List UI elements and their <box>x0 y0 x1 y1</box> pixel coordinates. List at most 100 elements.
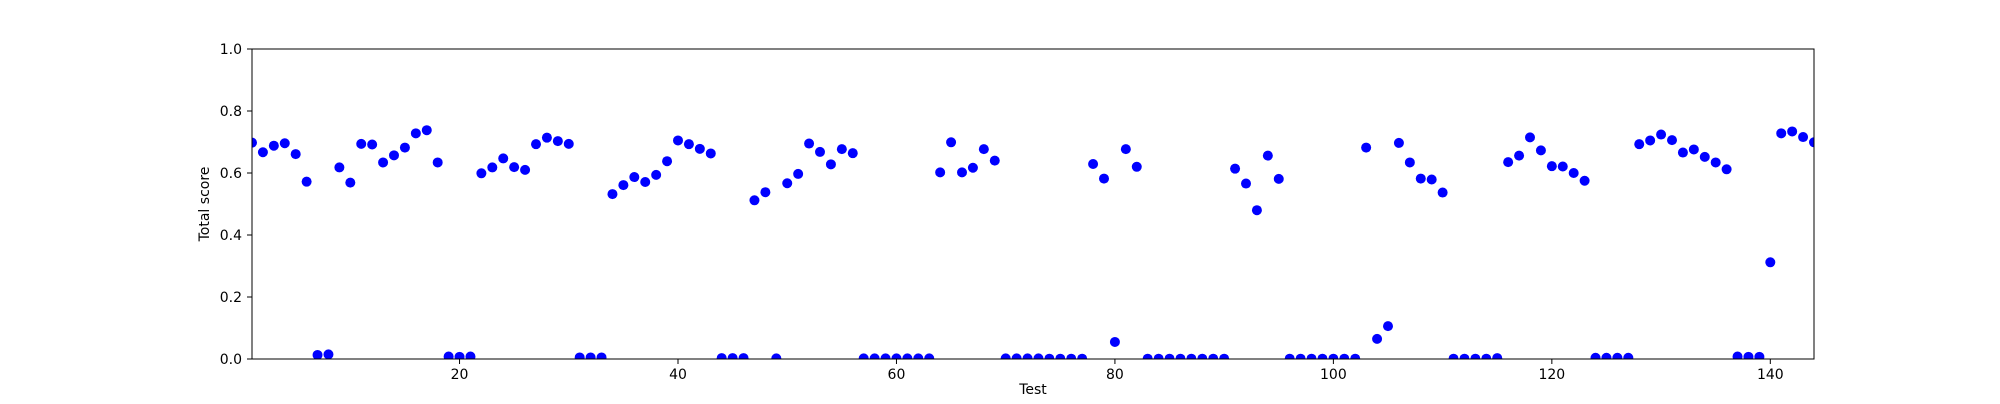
data-point <box>1000 353 1011 359</box>
data-point <box>629 172 640 183</box>
data-point <box>1251 205 1262 216</box>
data-point <box>662 156 673 167</box>
data-point <box>290 149 301 160</box>
data-point <box>836 144 847 155</box>
data-point <box>443 351 454 359</box>
data-point <box>1328 353 1339 359</box>
data-point <box>1503 157 1514 168</box>
data-point <box>727 353 738 359</box>
data-point <box>1186 353 1197 359</box>
y-tick-label: 0.4 <box>220 228 242 244</box>
data-point <box>1754 351 1765 359</box>
data-point <box>1612 352 1623 359</box>
data-point <box>957 167 967 178</box>
data-point <box>1492 353 1503 359</box>
data-point <box>1361 142 1372 153</box>
data-point <box>1601 352 1612 359</box>
data-point <box>1535 145 1546 156</box>
data-point <box>356 138 367 149</box>
x-tick-label: 120 <box>1538 367 1565 383</box>
data-point <box>563 138 574 149</box>
data-point <box>323 349 334 359</box>
data-point <box>1099 173 1109 184</box>
data-point <box>716 353 727 359</box>
data-point <box>1131 161 1142 172</box>
data-point <box>1164 353 1175 359</box>
data-point <box>760 187 771 198</box>
data-point <box>1765 257 1776 268</box>
x-tick-label: 60 <box>888 367 906 383</box>
data-point <box>1044 353 1055 359</box>
data-point <box>618 180 629 191</box>
data-point <box>257 147 268 158</box>
data-point <box>1809 137 1814 148</box>
data-point <box>552 136 563 147</box>
data-point <box>847 148 858 159</box>
data-point <box>1677 147 1688 158</box>
data-point <box>1142 353 1153 359</box>
y-tick-label: 0.6 <box>220 166 242 182</box>
data-point <box>1415 173 1426 184</box>
data-point <box>301 176 312 187</box>
x-tick-label: 140 <box>1757 367 1784 383</box>
data-point <box>793 168 804 179</box>
data-point <box>771 353 782 359</box>
data-point <box>465 351 476 359</box>
data-point <box>1372 333 1383 344</box>
data-point <box>1022 353 1033 359</box>
data-point <box>1634 139 1645 150</box>
data-point <box>683 139 694 150</box>
data-point <box>1525 132 1535 143</box>
data-point <box>1699 151 1710 162</box>
data-point <box>673 135 683 146</box>
data-point <box>596 352 607 359</box>
x-tick-label: 80 <box>1106 367 1124 383</box>
data-point <box>1579 175 1590 186</box>
data-point <box>1120 144 1131 155</box>
data-point <box>989 155 1000 166</box>
data-point <box>1568 168 1579 178</box>
data-point <box>1295 353 1306 359</box>
data-point <box>574 352 585 359</box>
data-point <box>1197 353 1208 359</box>
data-point <box>1262 150 1273 161</box>
data-point <box>312 349 323 359</box>
data-point <box>1470 353 1481 359</box>
data-point <box>1721 164 1732 175</box>
data-point <box>498 153 509 164</box>
data-point <box>1088 159 1099 170</box>
data-point <box>1011 353 1022 359</box>
data-point <box>1514 150 1525 161</box>
data-point <box>520 164 531 175</box>
data-point <box>967 162 978 173</box>
data-point <box>749 195 760 206</box>
y-tick-label: 0.0 <box>220 352 242 368</box>
data-point <box>1481 353 1492 359</box>
data-point <box>694 143 705 154</box>
data-point <box>1426 174 1437 185</box>
data-point <box>1557 161 1568 172</box>
x-tick-label: 100 <box>1320 367 1347 383</box>
data-point <box>1667 135 1677 146</box>
data-point <box>1710 157 1721 168</box>
data-point <box>782 178 793 189</box>
data-point <box>1153 353 1164 359</box>
data-point <box>1230 163 1241 174</box>
data-point <box>399 142 410 153</box>
data-point <box>1219 353 1230 359</box>
data-point <box>389 150 399 161</box>
data-point <box>1317 353 1328 359</box>
data-point <box>640 176 651 187</box>
data-point <box>858 353 869 359</box>
data-point <box>1798 132 1809 143</box>
data-point <box>454 351 465 359</box>
data-point <box>869 353 880 359</box>
data-point <box>1109 336 1120 347</box>
data-points <box>252 125 1814 359</box>
data-point <box>1404 157 1415 168</box>
data-point <box>1590 352 1601 359</box>
data-point <box>1273 173 1284 184</box>
data-point <box>1241 178 1251 189</box>
data-point <box>1208 353 1219 359</box>
